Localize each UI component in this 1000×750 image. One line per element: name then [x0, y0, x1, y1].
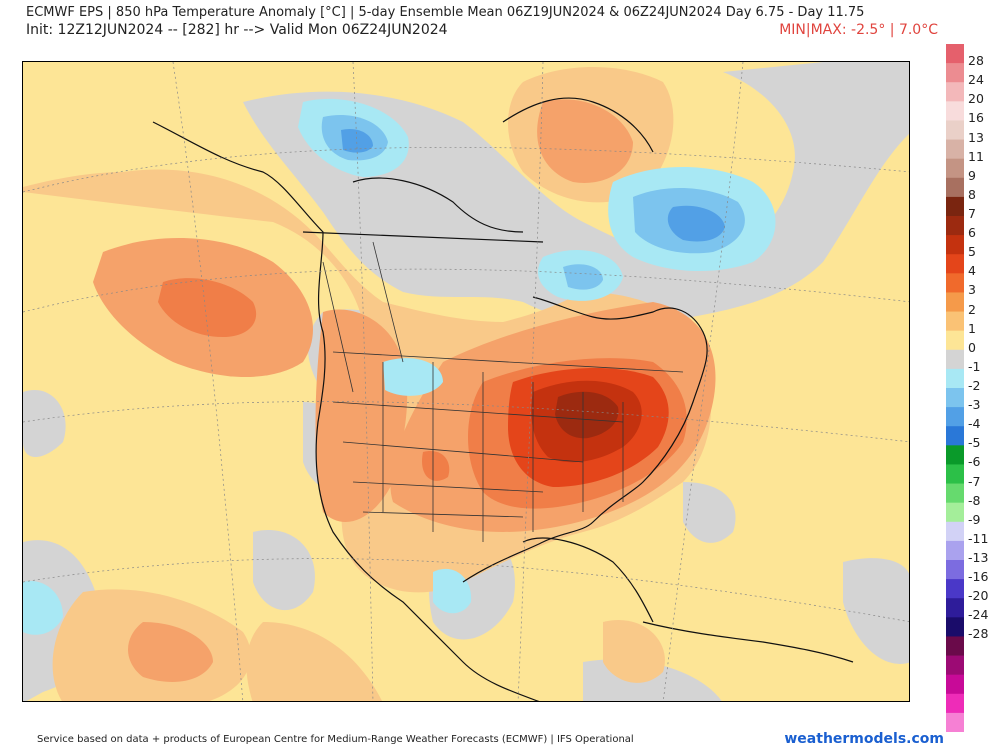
color-scale-cell — [946, 579, 964, 599]
color-scale-cell — [946, 655, 964, 676]
color-scale-cell — [946, 426, 964, 446]
color-scale-cell — [946, 101, 964, 121]
color-scale-cell — [946, 540, 964, 561]
init-valid-line: Init: 12Z12JUN2024 -- [282] hr --> Valid… — [26, 22, 448, 38]
color-scale-cell — [946, 445, 964, 465]
min-max-readout: MIN|MAX: -2.5° | 7.0°C — [779, 22, 938, 38]
color-scale-label: 8 — [968, 186, 976, 202]
color-scale-label: 3 — [968, 282, 976, 298]
color-scale-cell — [946, 120, 964, 141]
brand-link[interactable]: weathermodels.com — [784, 731, 944, 747]
color-scale-label: -4 — [968, 416, 981, 432]
color-scale-label: 6 — [968, 225, 976, 241]
color-scale-cell — [946, 636, 964, 657]
color-scale-label: -8 — [968, 492, 981, 508]
color-scale-label: -16 — [968, 569, 989, 585]
color-scale-cell — [946, 521, 964, 542]
data-credit: Service based on data + products of Euro… — [37, 734, 634, 745]
color-scale-cell — [946, 273, 964, 293]
color-scale-cell — [946, 483, 964, 504]
color-scale-label: -1 — [968, 358, 981, 374]
color-scale-label: -3 — [968, 397, 981, 413]
color-scale-label: -5 — [968, 435, 981, 451]
color-scale-cell — [946, 560, 964, 580]
color-scale-cell — [946, 216, 964, 236]
color-scale-label: 2 — [968, 301, 976, 317]
color-scale-label: -11 — [968, 530, 989, 546]
color-scale-label: 11 — [968, 148, 984, 164]
color-scale-label: -7 — [968, 473, 981, 489]
color-scale-label: -28 — [968, 626, 989, 642]
color-scale-cell — [946, 407, 964, 427]
anomaly-field-minus — [23, 98, 776, 635]
color-scale-label: 7 — [968, 206, 976, 221]
color-scale-cell — [946, 368, 964, 389]
anomaly-field-plus7 — [555, 391, 619, 439]
color-scale-label: 4 — [968, 263, 976, 279]
color-scale-cell — [946, 177, 964, 198]
color-scale-label: 5 — [968, 244, 976, 260]
color-scale-bar — [946, 44, 964, 732]
color-scale-cell — [946, 502, 964, 523]
color-scale-label: -2 — [968, 378, 981, 393]
color-scale-cell — [946, 712, 964, 732]
color-scale-cell — [946, 254, 964, 274]
color-scale-cell — [946, 63, 964, 83]
color-scale-label: 28 — [968, 53, 984, 69]
color-scale-cell — [946, 617, 964, 637]
color-scale-label: 24 — [968, 72, 984, 88]
color-scale-cell — [946, 235, 964, 255]
state-borders — [322, 241, 684, 542]
color-scale-label: -20 — [968, 588, 989, 604]
color-scale-cell — [946, 598, 964, 618]
color-scale-cell — [946, 139, 964, 160]
color-scale-cell — [946, 464, 964, 485]
color-scale-label: 16 — [968, 110, 984, 126]
color-scale-cell — [946, 158, 964, 179]
color-scale-cell — [946, 311, 964, 332]
color-scale-cell — [946, 693, 964, 714]
color-scale-label: -24 — [968, 607, 989, 623]
color-scale-label: 20 — [968, 91, 984, 107]
color-scale-cell — [946, 82, 964, 102]
color-scale-cell — [946, 388, 964, 408]
color-scale-label: -9 — [968, 511, 981, 527]
color-scale-label: -13 — [968, 550, 989, 565]
color-scale-label: -6 — [968, 454, 981, 470]
anomaly-map — [22, 61, 910, 702]
color-scale-cell — [946, 44, 964, 64]
color-scale-cell — [946, 196, 964, 217]
color-scale-cell — [946, 349, 964, 370]
color-scale-label: 13 — [968, 129, 984, 145]
chart-title: ECMWF EPS | 850 hPa Temperature Anomaly … — [26, 5, 865, 20]
color-scale-cell — [946, 674, 964, 695]
color-scale-label: 9 — [968, 167, 976, 183]
color-scale-label: 0 — [968, 339, 976, 355]
graticule — [23, 62, 909, 701]
coastlines — [152, 97, 854, 701]
color-scale-cell — [946, 292, 964, 313]
color-scale-cell — [946, 330, 964, 351]
color-scale-label: 1 — [968, 320, 976, 336]
